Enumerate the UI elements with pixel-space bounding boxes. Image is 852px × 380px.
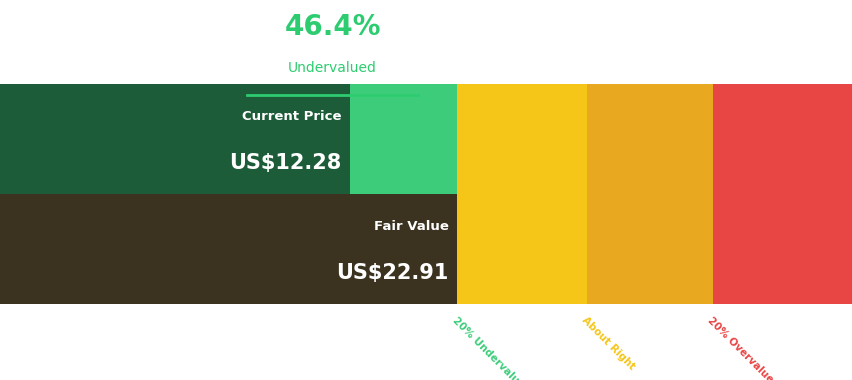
Bar bbox=[586, 84, 712, 304]
Text: About Right: About Right bbox=[579, 315, 636, 372]
Text: 46.4%: 46.4% bbox=[284, 13, 381, 41]
Text: Undervalued: Undervalued bbox=[288, 62, 377, 75]
Text: US$12.28: US$12.28 bbox=[228, 153, 341, 173]
Bar bbox=[0, 194, 457, 304]
Text: US$22.91: US$22.91 bbox=[336, 263, 448, 283]
Text: 20% Undervalued: 20% Undervalued bbox=[450, 315, 530, 380]
Bar bbox=[712, 84, 852, 304]
Bar bbox=[457, 84, 586, 304]
Text: Fair Value: Fair Value bbox=[373, 220, 448, 233]
Bar bbox=[0, 84, 349, 194]
Bar bbox=[0, 84, 457, 304]
Text: Current Price: Current Price bbox=[241, 110, 341, 123]
Text: 20% Overvalued: 20% Overvalued bbox=[705, 315, 780, 380]
